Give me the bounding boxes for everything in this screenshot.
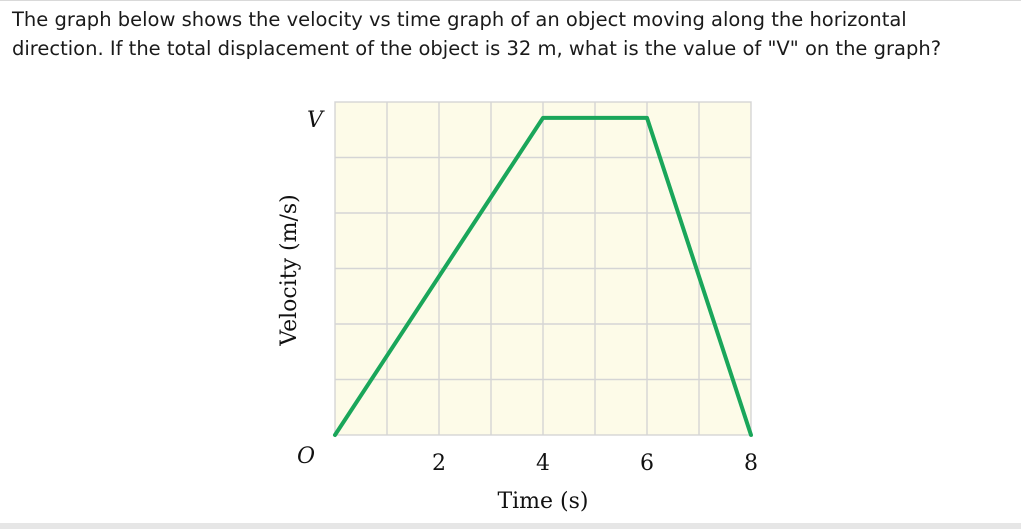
x-tick-label: 8 — [744, 451, 758, 476]
origin-label: O — [297, 444, 315, 469]
question-text: The graph below shows the velocity vs ti… — [12, 5, 1012, 63]
x-tick-labels: 2 4 6 8 — [432, 451, 758, 476]
y-axis-label: Velocity (m/s) — [277, 194, 302, 347]
velocity-series-line — [333, 115, 753, 437]
x-tick-label: 2 — [432, 451, 446, 476]
grid-lines — [335, 102, 751, 435]
bottom-divider — [0, 523, 1021, 529]
x-tick-label: 4 — [536, 451, 550, 476]
x-axis-label: Time (s) — [497, 489, 588, 514]
plot-frame — [334, 101, 752, 436]
y-tick-label-v: V — [307, 108, 325, 133]
top-divider — [0, 0, 1021, 1]
question-line-2: direction. If the total displacement of … — [12, 37, 942, 60]
x-tick-label: 6 — [640, 451, 654, 476]
question-line-1: The graph below shows the velocity vs ti… — [12, 8, 907, 31]
